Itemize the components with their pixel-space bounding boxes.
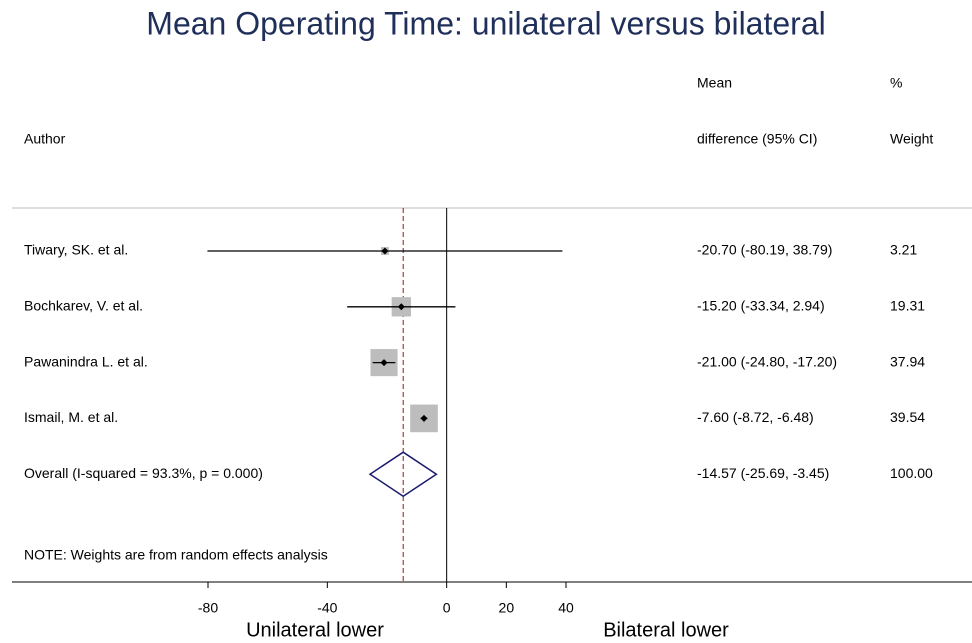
- x-tick-label: -80: [198, 600, 218, 616]
- study-name: Ismail, M. et al.: [24, 409, 118, 425]
- point-estimate: [380, 359, 388, 367]
- x-axis-label: Unilateral lower: [246, 619, 384, 641]
- overall-diamond: [368, 451, 438, 498]
- weight-label: 37.94: [890, 353, 925, 369]
- chart-title: Mean Operating Time: unilateral versus b…: [146, 5, 825, 41]
- ci-label: -20.70 (-80.19, 38.79): [697, 242, 832, 258]
- estimate-header: difference (95% CI): [697, 131, 817, 147]
- weight-label: 100.00: [890, 465, 933, 481]
- ci-label: -15.20 (-33.34, 2.94): [697, 298, 825, 314]
- author-header: Author: [24, 131, 66, 147]
- x-tick-label: 40: [558, 600, 574, 616]
- point-estimate: [420, 414, 428, 422]
- study-name: Pawanindra L. et al.: [24, 353, 148, 369]
- estimate-header: Mean: [697, 75, 732, 91]
- weight-header: %: [890, 75, 902, 91]
- weight-label: 39.54: [890, 409, 925, 425]
- ci-label: -21.00 (-24.80, -17.20): [697, 353, 837, 369]
- weight-label: 3.21: [890, 242, 917, 258]
- overall-name: Overall (I-squared = 93.3%, p = 0.000): [24, 465, 263, 481]
- weight-label: 19.31: [890, 298, 925, 314]
- study-name: Tiwary, SK. et al.: [24, 242, 128, 258]
- x-tick-label: -40: [317, 600, 337, 616]
- study-name: Bochkarev, V. et al.: [24, 298, 143, 314]
- point-estimate: [397, 303, 405, 311]
- ci-label: -14.57 (-25.69, -3.45): [697, 465, 829, 481]
- point-estimate: [381, 247, 389, 255]
- x-tick-label: 20: [499, 600, 515, 616]
- x-axis-label: Bilateral lower: [603, 619, 729, 641]
- weight-header: Weight: [890, 131, 933, 147]
- note: NOTE: Weights are from random effects an…: [24, 547, 328, 563]
- x-tick-label: 0: [443, 600, 451, 616]
- ci-label: -7.60 (-8.72, -6.48): [697, 409, 814, 425]
